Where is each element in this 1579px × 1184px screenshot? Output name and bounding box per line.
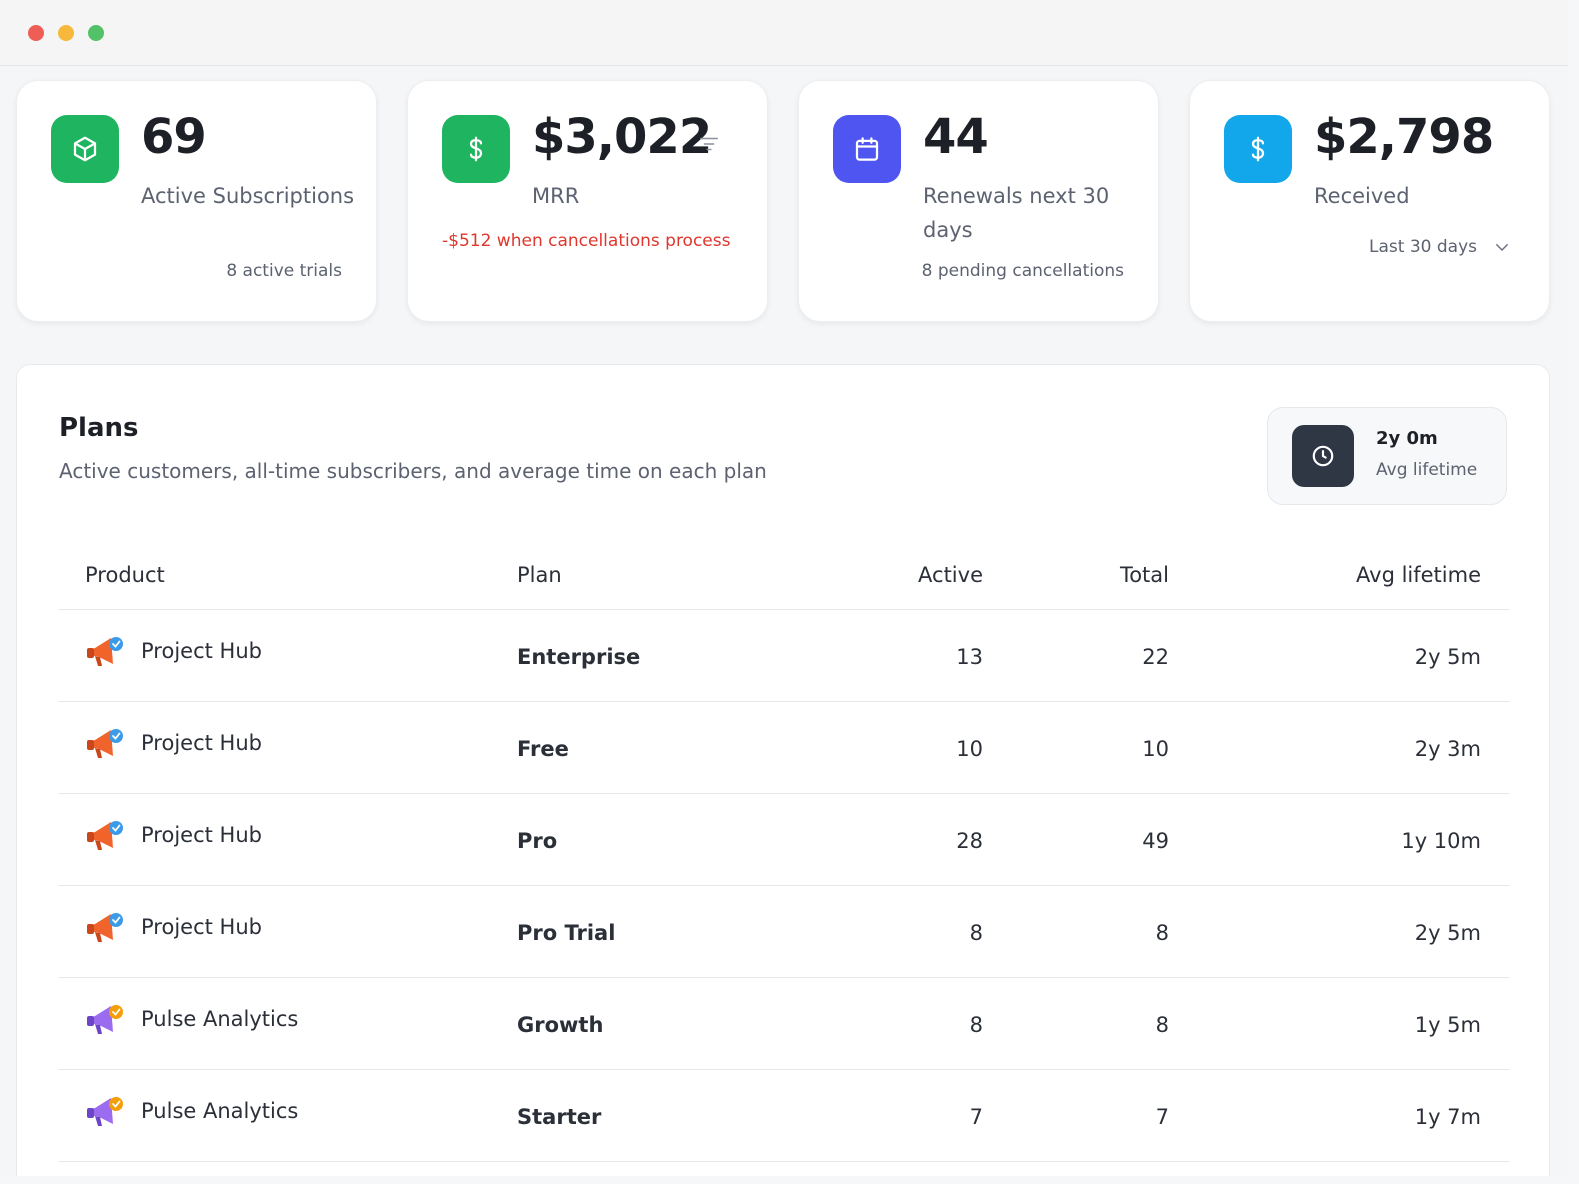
total-count: 8 — [983, 885, 1169, 978]
stat-label: Renewals next 30 days — [923, 184, 1110, 242]
cancellation-warning: -$512 when cancellations process — [442, 231, 731, 251]
plan-name: Free — [517, 701, 817, 794]
total-count: 49 — [983, 793, 1169, 886]
table-row[interactable]: Project Hub Free 10 10 2y 3m — [59, 701, 1509, 794]
column-header-product[interactable]: Product — [59, 541, 517, 610]
active-count: 8 — [817, 885, 983, 978]
product-cell: Project Hub — [59, 701, 517, 794]
product-name: Project Hub — [141, 639, 262, 663]
product-cell: Project Hub — [59, 793, 517, 886]
table-header-row: Product Plan Active Total Avg lifetime — [59, 541, 1509, 610]
plan-name: Pro — [517, 793, 817, 886]
stat-label: Received — [1314, 184, 1410, 208]
stat-value: 69 — [141, 109, 207, 165]
megaphone-orange-icon — [85, 630, 127, 672]
maximize-window-button[interactable] — [88, 24, 104, 41]
product-cell: Project Hub — [59, 609, 517, 702]
active-count: 8 — [817, 977, 983, 1070]
stat-subtext: 8 active trials — [226, 261, 342, 281]
dollar-icon — [442, 115, 510, 183]
chevron-down-icon — [1496, 244, 1508, 252]
filter-lines-icon — [700, 137, 718, 151]
box-icon — [51, 115, 119, 183]
table-row[interactable]: Project Hub Enterprise 13 22 2y 5m — [59, 609, 1509, 702]
active-count: 10 — [817, 701, 983, 794]
stat-value: 44 — [923, 109, 989, 165]
product-name: Project Hub — [141, 915, 262, 939]
plan-name: Pro Trial — [517, 885, 817, 978]
column-header-plan[interactable]: Plan — [517, 541, 817, 610]
renewals-card[interactable]: 44 Renewals next 30 days 8 pending cance… — [798, 80, 1159, 322]
avg-lifetime-value: 2y 0m — [1376, 428, 1438, 449]
plans-table: Product Plan Active Total Avg lifetime P… — [59, 541, 1509, 1162]
date-range-label: Last 30 days — [1369, 237, 1477, 257]
product-name: Project Hub — [141, 731, 262, 755]
table-row[interactable]: Pulse Analytics Growth 8 8 1y 5m — [59, 977, 1509, 1070]
total-count: 8 — [983, 977, 1169, 1070]
calendar-icon — [833, 115, 901, 183]
minimize-window-button[interactable] — [58, 24, 74, 41]
avg-lifetime: 1y 5m — [1169, 977, 1509, 1070]
total-count: 22 — [983, 609, 1169, 702]
plans-panel: Plans Active customers, all-time subscri… — [16, 364, 1550, 1176]
avg-lifetime: 2y 5m — [1169, 609, 1509, 702]
total-count: 7 — [983, 1069, 1169, 1162]
table-row[interactable]: Project Hub Pro Trial 8 8 2y 5m — [59, 885, 1509, 978]
active-subscriptions-card[interactable]: 69 Active Subscriptions 8 active trials — [16, 80, 377, 322]
megaphone-orange-icon — [85, 814, 127, 856]
plan-name: Starter — [517, 1069, 817, 1162]
plan-name: Growth — [517, 977, 817, 1070]
avg-lifetime: 2y 5m — [1169, 885, 1509, 978]
clock-icon — [1292, 425, 1354, 487]
product-cell: Pulse Analytics — [59, 977, 517, 1070]
panel-subtitle: Active customers, all-time subscribers, … — [59, 459, 767, 483]
megaphone-purple-icon — [85, 998, 127, 1040]
active-count: 13 — [817, 609, 983, 702]
table-row[interactable]: Pulse Analytics Starter 7 7 1y 7m — [59, 1069, 1509, 1162]
megaphone-orange-icon — [85, 906, 127, 948]
mrr-card[interactable]: $3,022 MRR -$512 when cancellations proc… — [407, 80, 768, 322]
stat-value: $2,798 — [1314, 109, 1494, 165]
stat-value: $3,022 — [532, 109, 712, 165]
avg-lifetime: 1y 10m — [1169, 793, 1509, 886]
product-name: Pulse Analytics — [141, 1099, 299, 1123]
avg-lifetime-summary: 2y 0m Avg lifetime — [1267, 407, 1507, 505]
stat-label: Active Subscriptions — [141, 184, 355, 208]
product-name: Project Hub — [141, 823, 262, 847]
table-row[interactable]: Project Hub Pro 28 49 1y 10m — [59, 793, 1509, 886]
stat-cards: 69 Active Subscriptions 8 active trials … — [16, 80, 1550, 322]
stat-subtext: 8 pending cancellations — [921, 261, 1124, 281]
total-count: 10 — [983, 701, 1169, 794]
column-header-total[interactable]: Total — [983, 541, 1169, 610]
avg-lifetime-label: Avg lifetime — [1376, 460, 1478, 480]
stat-label: MRR — [532, 184, 580, 208]
date-range-dropdown[interactable]: Last 30 days — [1369, 237, 1511, 257]
plan-name: Enterprise — [517, 609, 817, 702]
close-window-button[interactable] — [28, 24, 44, 41]
product-name: Pulse Analytics — [141, 1007, 299, 1031]
column-header-avg-lifetime[interactable]: Avg lifetime — [1169, 541, 1509, 610]
dollar-icon — [1224, 115, 1292, 183]
megaphone-orange-icon — [85, 722, 127, 764]
product-cell: Project Hub — [59, 885, 517, 978]
avg-lifetime: 1y 7m — [1169, 1069, 1509, 1162]
active-count: 28 — [817, 793, 983, 886]
panel-title: Plans — [59, 413, 139, 443]
received-card[interactable]: $2,798 Received Last 30 days — [1189, 80, 1550, 322]
product-cell: Pulse Analytics — [59, 1069, 517, 1162]
avg-lifetime: 2y 3m — [1169, 701, 1509, 794]
column-header-active[interactable]: Active — [817, 541, 983, 610]
window-titlebar — [0, 0, 1568, 66]
megaphone-purple-icon — [85, 1090, 127, 1132]
active-count: 7 — [817, 1069, 983, 1162]
